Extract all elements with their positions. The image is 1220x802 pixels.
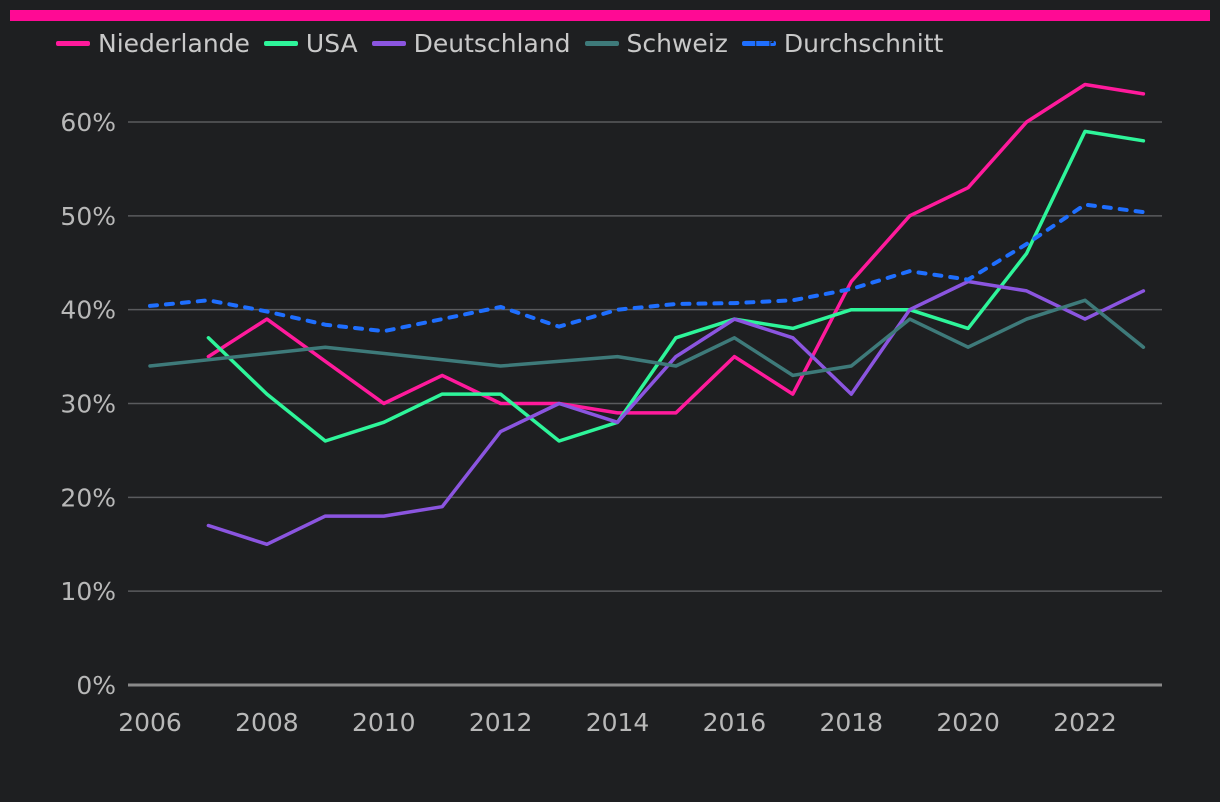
x-tick-label: 2010 xyxy=(352,708,416,737)
series-line-durchschnitt xyxy=(148,202,1146,334)
x-tick-label: 2006 xyxy=(118,708,182,737)
legend-label: Deutschland xyxy=(413,28,571,58)
y-tick-label: 60% xyxy=(60,108,116,137)
x-tick-label: 2022 xyxy=(1053,708,1117,737)
x-tick-label: 2018 xyxy=(819,708,883,737)
legend-label: Durchschnitt xyxy=(783,28,944,58)
series-line-schweiz xyxy=(148,298,1146,378)
x-tick-label: 2012 xyxy=(469,708,533,737)
x-tick-label: 2014 xyxy=(586,708,650,737)
legend-swatch xyxy=(584,40,619,46)
legend-label: Schweiz xyxy=(626,28,728,58)
y-tick-label: 20% xyxy=(60,483,116,512)
x-tick-label: 2016 xyxy=(703,708,767,737)
legend-item-durchschnitt: Durchschnitt xyxy=(741,28,944,58)
legend-item-schweiz: Schweiz xyxy=(584,28,728,58)
legend-label: USA xyxy=(305,28,358,58)
y-tick-label: 50% xyxy=(60,202,116,231)
series-line-niederlande xyxy=(206,82,1146,415)
legend-item-niederlande: Niederlande xyxy=(56,29,250,58)
y-tick-label: 10% xyxy=(60,577,116,606)
legend-label: Niederlande xyxy=(98,28,250,58)
legend-item-deutschland: Deutschland xyxy=(371,28,571,58)
legend-swatch xyxy=(741,40,776,46)
legend: Niederlande USA Deutschland Schweiz Durchsch… xyxy=(56,28,957,58)
y-tick-label: 40% xyxy=(60,296,116,325)
legend-swatch xyxy=(56,40,90,46)
legend-item-usa: USA xyxy=(263,28,358,58)
legend-swatch xyxy=(371,40,406,46)
x-tick-label: 2020 xyxy=(936,708,1000,737)
y-tick-label: 30% xyxy=(60,390,116,419)
x-tick-label: 2008 xyxy=(235,708,299,737)
accent-bar xyxy=(10,10,1210,21)
y-tick-label: 0% xyxy=(76,671,116,700)
legend-swatch xyxy=(263,40,298,46)
